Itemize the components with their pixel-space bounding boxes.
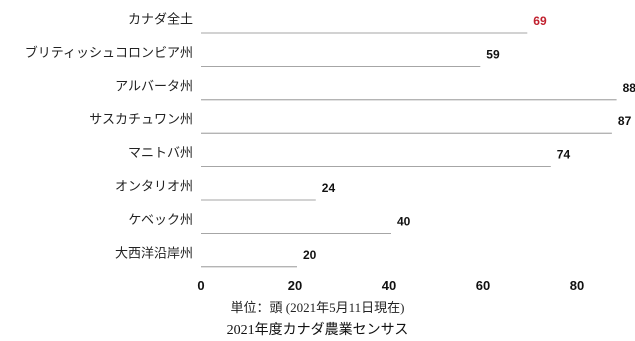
cow-icon: [204, 41, 243, 66]
cow-icon: [533, 74, 572, 99]
cow-icon: [345, 7, 384, 33]
cow-icon: [251, 41, 290, 66]
value-label: 59: [486, 47, 500, 61]
cow-icon: [439, 141, 478, 166]
cow-icon: [298, 208, 337, 233]
value-label: 20: [303, 248, 317, 262]
cow-icon: [251, 107, 290, 133]
cow-icon: [251, 241, 290, 266]
unit-note: 単位：頭 (2021年5月11日現在): [230, 300, 405, 315]
row-label: カナダ全土: [128, 12, 193, 27]
cow-icon: [204, 7, 243, 33]
rows-layer: カナダ全土 69 ブリティッシュコロンビア州 59 アルバータ州 88 サスカチュワン州 87…: [25, 7, 635, 268]
row-label: オンタリオ州: [115, 179, 193, 194]
cow-icon: [204, 74, 243, 99]
row-5: オンタリオ州 24: [115, 174, 336, 201]
row-0: カナダ全土 69: [128, 7, 547, 34]
cow-icon: [580, 107, 610, 133]
cow-icon: [345, 107, 384, 133]
value-label: 24: [322, 181, 336, 195]
cow-icon: [251, 208, 290, 233]
source-caption: 2021年度カナダ農業センサス: [226, 323, 409, 338]
row-3: サスカチュワン州 87: [89, 107, 632, 134]
x-axis: 0 20 40 60 80: [197, 278, 584, 293]
x-tick-label: 20: [288, 278, 302, 293]
cow-icon: [392, 7, 431, 33]
value-label: 87: [618, 114, 632, 128]
value-label: 88: [623, 81, 635, 95]
cow-icon: [392, 74, 431, 99]
row-label: サスカチュワン州: [89, 112, 193, 127]
x-tick-label: 60: [476, 278, 490, 293]
cow-icon: [392, 141, 431, 166]
cow-icon: [204, 174, 243, 200]
cow-icon: [439, 74, 478, 99]
row-label: 大西洋沿岸州: [115, 245, 193, 260]
x-tick-label: 80: [570, 278, 584, 293]
cow-icon: [251, 174, 290, 200]
cow-icon: [298, 74, 337, 99]
cow-icon: [204, 241, 243, 266]
value-label: 74: [557, 148, 571, 162]
cow-icon: [204, 107, 243, 133]
cow-icon: [251, 74, 290, 99]
cow-icon: [251, 7, 290, 33]
row-1: ブリティッシュコロンビア州 59: [25, 41, 500, 67]
row-label: アルバータ州: [115, 78, 193, 93]
cow-icon: [486, 107, 525, 133]
value-label: 69: [533, 14, 547, 28]
cow-icon: [392, 41, 431, 66]
cow-icon: [298, 7, 337, 33]
cow-icon: [298, 141, 337, 166]
cow-icon: [439, 107, 478, 133]
cow-icon: [345, 74, 384, 99]
cow-icon: [486, 7, 525, 33]
row-label: ブリティッシュコロンビア州: [25, 45, 193, 60]
x-tick-label: 0: [197, 278, 204, 293]
cow-icon: [298, 107, 337, 133]
cow-icon: [345, 208, 384, 233]
cow-icon: [345, 41, 384, 66]
row-7: 大西洋沿岸州 20: [115, 241, 317, 268]
cow-icon: [580, 74, 615, 99]
row-label: ケベック州: [128, 212, 193, 227]
cow-icon: [298, 41, 337, 66]
cow-icon: [486, 141, 525, 166]
x-tick-label: 40: [382, 278, 396, 293]
cow-icon: [345, 141, 384, 166]
row-label: マニトバ州: [128, 145, 193, 160]
cow-icon: [251, 141, 290, 166]
cow-icon: [533, 107, 572, 133]
row-6: ケベック州 40: [128, 208, 411, 234]
cow-icon: [486, 74, 525, 99]
row-2: アルバータ州 88: [115, 74, 635, 101]
cow-icon: [204, 208, 243, 233]
value-label: 40: [397, 214, 411, 228]
cow-icon: [439, 41, 478, 66]
row-4: マニトバ州 74: [128, 141, 571, 168]
cow-icon: [439, 7, 478, 33]
cow-icon: [204, 141, 243, 166]
cow-icon: [392, 107, 431, 133]
